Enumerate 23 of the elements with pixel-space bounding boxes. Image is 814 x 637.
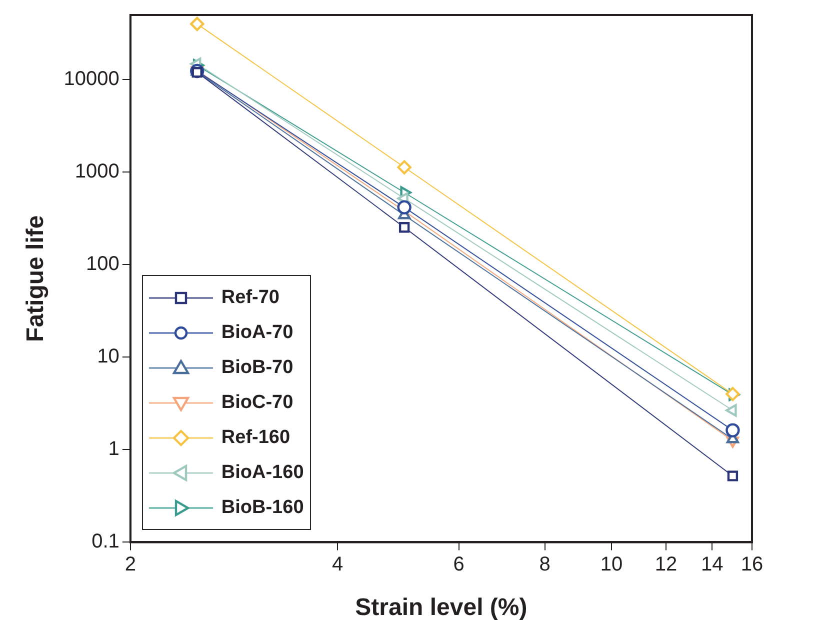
x-axis-title: Strain level (%) (355, 594, 528, 622)
y-tick-label: 100 (86, 253, 120, 276)
x-tick-label: 12 (654, 554, 678, 576)
y-tick-label: 0.1 (92, 530, 120, 553)
x-tick-label: 10 (600, 554, 623, 576)
legend-label: Ref-160 (221, 426, 290, 449)
y-axis-title: Fatigue life (22, 215, 50, 342)
x-tick-label: 6 (453, 554, 464, 576)
legend-label: BioA-70 (221, 322, 294, 344)
legend-label: BioB-70 (221, 356, 294, 379)
x-tick-label: 8 (539, 554, 550, 576)
legend-label: Ref-70 (221, 286, 280, 309)
x-tick-label: 2 (124, 554, 136, 576)
y-tick-label: 1 (108, 438, 120, 460)
x-tick-label: 14 (700, 554, 724, 576)
y-tick-label: 1000 (74, 160, 120, 183)
x-tick-label: 16 (740, 554, 764, 576)
y-tick-label: 10000 (64, 68, 120, 90)
legend-label: BioC-70 (221, 392, 294, 414)
legend-label: BioB-160 (221, 496, 304, 519)
x-tick-label: 4 (332, 554, 344, 576)
y-tick-label: 10 (97, 346, 120, 368)
legend-label: BioA-160 (221, 462, 304, 484)
